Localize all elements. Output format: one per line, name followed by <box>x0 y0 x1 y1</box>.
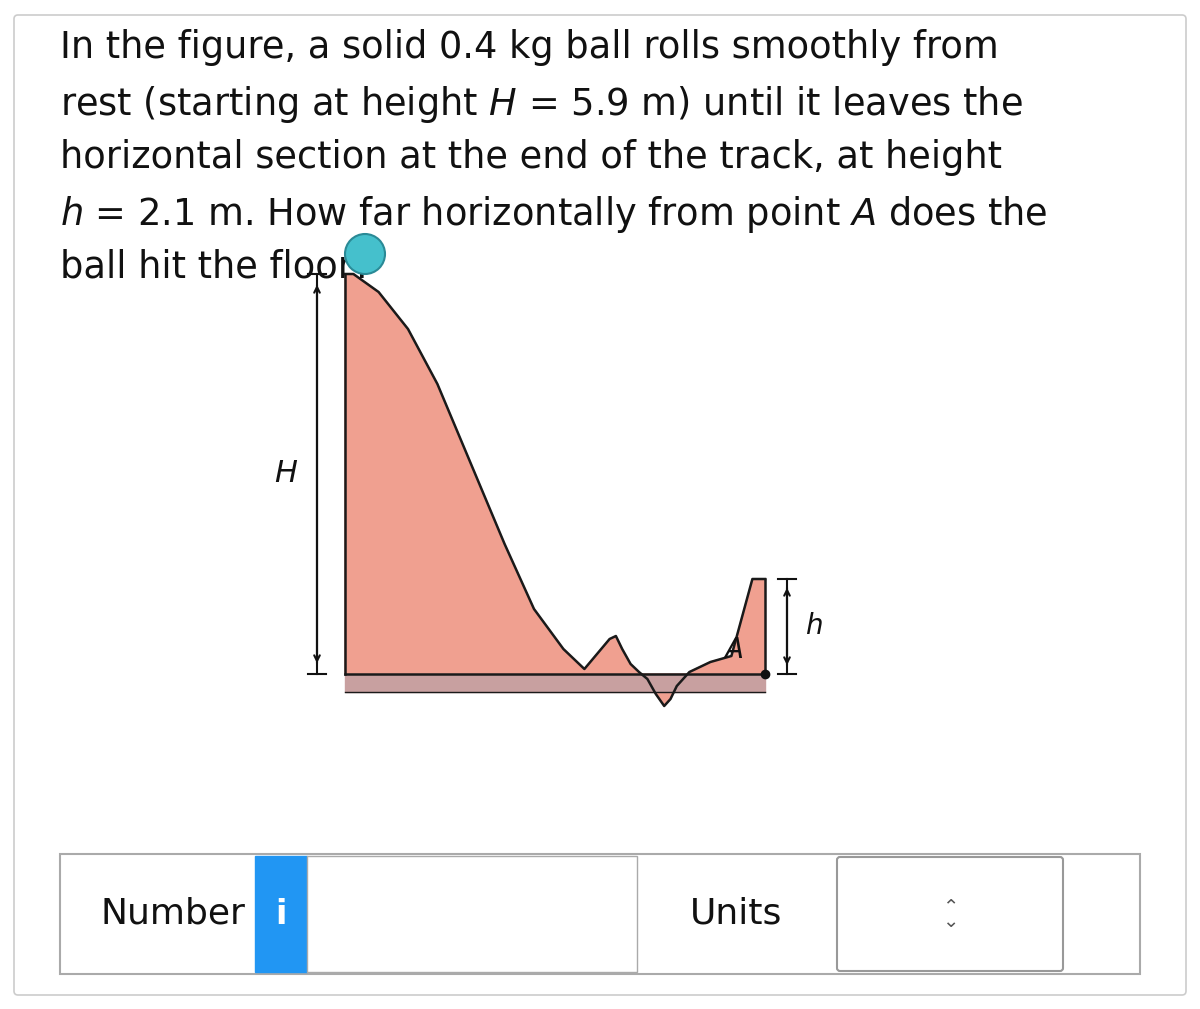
FancyBboxPatch shape <box>14 15 1186 995</box>
Text: ⌃
⌄: ⌃ ⌄ <box>942 897 958 930</box>
Text: ball hit the floor?: ball hit the floor? <box>60 249 372 286</box>
Text: H: H <box>274 459 298 488</box>
Bar <box>346 674 766 692</box>
FancyBboxPatch shape <box>838 857 1063 971</box>
Text: h: h <box>805 612 823 641</box>
Circle shape <box>346 234 385 274</box>
Text: In the figure, a solid 0.4 kg ball rolls smoothly from: In the figure, a solid 0.4 kg ball rolls… <box>60 29 998 66</box>
Bar <box>307 856 637 972</box>
Bar <box>256 856 307 972</box>
Text: i: i <box>275 897 287 930</box>
FancyBboxPatch shape <box>60 854 1140 974</box>
Text: A: A <box>724 636 743 664</box>
Text: rest (starting at height $H$ = 5.9 m) until it leaves the: rest (starting at height $H$ = 5.9 m) un… <box>60 84 1022 125</box>
Text: $h$ = 2.1 m. How far horizontally from point $A$ does the: $h$ = 2.1 m. How far horizontally from p… <box>60 194 1048 235</box>
Text: Number: Number <box>100 897 245 931</box>
Text: Units: Units <box>690 897 782 931</box>
Polygon shape <box>346 274 766 706</box>
Text: horizontal section at the end of the track, at height: horizontal section at the end of the tra… <box>60 139 1002 176</box>
